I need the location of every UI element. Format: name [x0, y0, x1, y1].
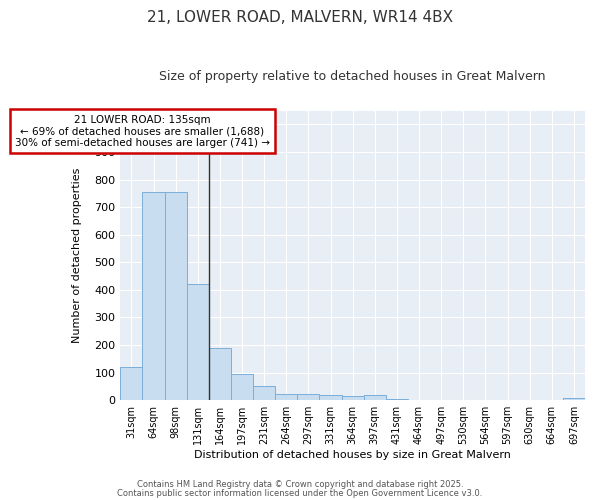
Bar [364, 394, 386, 400]
Bar [563, 398, 585, 400]
Bar [341, 396, 364, 400]
Bar [164, 192, 187, 400]
Bar [231, 374, 253, 400]
Bar [386, 399, 408, 400]
Title: Size of property relative to detached houses in Great Malvern: Size of property relative to detached ho… [160, 70, 546, 83]
Bar [209, 348, 231, 400]
Text: 21 LOWER ROAD: 135sqm
← 69% of detached houses are smaller (1,688)
30% of semi-d: 21 LOWER ROAD: 135sqm ← 69% of detached … [15, 114, 270, 148]
Text: Contains HM Land Registry data © Crown copyright and database right 2025.: Contains HM Land Registry data © Crown c… [137, 480, 463, 489]
Bar [253, 386, 275, 400]
Bar [275, 394, 298, 400]
Bar [142, 192, 164, 400]
Text: 21, LOWER ROAD, MALVERN, WR14 4BX: 21, LOWER ROAD, MALVERN, WR14 4BX [147, 10, 453, 25]
Bar [187, 284, 209, 400]
Text: Contains public sector information licensed under the Open Government Licence v3: Contains public sector information licen… [118, 489, 482, 498]
Bar [319, 394, 341, 400]
Bar [298, 394, 319, 400]
Bar [121, 367, 142, 400]
X-axis label: Distribution of detached houses by size in Great Malvern: Distribution of detached houses by size … [194, 450, 511, 460]
Y-axis label: Number of detached properties: Number of detached properties [72, 168, 82, 343]
